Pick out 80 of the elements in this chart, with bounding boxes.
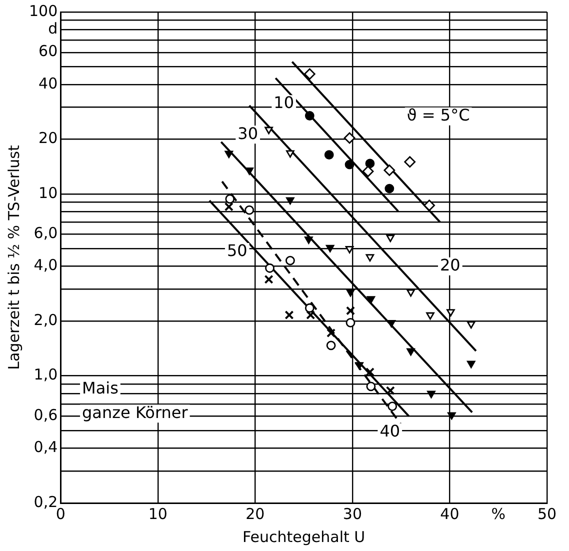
point [427, 390, 436, 398]
annotation: 30 [238, 124, 258, 143]
point [366, 382, 376, 392]
point [406, 289, 415, 297]
point [264, 274, 274, 284]
y-tick-label: 100 [28, 2, 58, 20]
x-tick-label: 30 [342, 504, 362, 523]
point [225, 194, 235, 204]
point [388, 402, 398, 412]
point [245, 168, 254, 175]
point [365, 367, 374, 377]
y-axis-title: Lagerzeit t bis ½ % TS-Verlust [4, 145, 23, 370]
point [466, 360, 476, 368]
point [345, 246, 354, 254]
point [306, 310, 316, 320]
point [365, 158, 375, 168]
y-tick-label: 10 [38, 184, 58, 202]
point [384, 164, 396, 176]
point [304, 236, 313, 244]
point [304, 68, 316, 80]
point [304, 111, 314, 120]
point [265, 263, 274, 273]
y-tick-label: 0,2 [34, 492, 58, 511]
point [386, 386, 395, 396]
point [344, 160, 354, 170]
point [326, 244, 334, 252]
y-tick-label: 2,0 [34, 310, 58, 329]
annotation: 50 [226, 241, 248, 260]
point [344, 132, 356, 144]
y-tick-label: 1,0 [34, 366, 58, 384]
point [426, 312, 434, 320]
point [448, 412, 456, 420]
annotation: ganze Körner [82, 402, 188, 422]
annotation: ϑ = 5°C [406, 105, 470, 124]
point [466, 321, 476, 329]
point [326, 340, 336, 350]
point [424, 200, 435, 212]
y-tick-label: 60 [38, 42, 58, 60]
annotation: Mais [82, 378, 118, 398]
point [324, 150, 334, 160]
annotation: 40 [380, 421, 400, 440]
point [386, 234, 395, 242]
annotation: 20 [440, 255, 460, 274]
x-tick-label: % [491, 504, 506, 523]
point [446, 309, 455, 316]
x-tick-label: 50 [537, 504, 557, 523]
point [284, 310, 294, 320]
point [285, 256, 295, 266]
point [366, 254, 374, 262]
annotation: 10 [274, 93, 294, 112]
point [244, 205, 254, 215]
point [326, 328, 336, 338]
y-tick-label: d [48, 20, 58, 38]
point [286, 150, 294, 158]
point [346, 306, 356, 316]
y-tick-label: 0,6 [34, 406, 58, 424]
x-tick-label: 40 [440, 504, 460, 523]
x-tick-label: 0 [56, 504, 66, 523]
x-tick-label: 20 [246, 504, 265, 523]
point [346, 318, 356, 328]
point [362, 166, 374, 178]
y-tick-label: 20 [38, 129, 58, 148]
point [404, 156, 416, 168]
y-tick-label: 6,0 [34, 224, 58, 242]
point [355, 362, 364, 370]
point [224, 150, 234, 158]
point [304, 303, 314, 313]
point [264, 126, 273, 134]
point [384, 184, 394, 194]
point [224, 202, 234, 212]
y-tick-label: 0,4 [34, 438, 58, 456]
point [406, 348, 415, 356]
point [366, 296, 376, 304]
point [346, 289, 355, 297]
x-tick-label: 10 [148, 504, 168, 523]
point [387, 320, 396, 328]
y-tick-label: 4,0 [34, 256, 58, 274]
point [286, 197, 294, 205]
x-axis-title: Feuchtegehalt U [242, 528, 366, 546]
y-tick-label: 40 [38, 74, 58, 92]
